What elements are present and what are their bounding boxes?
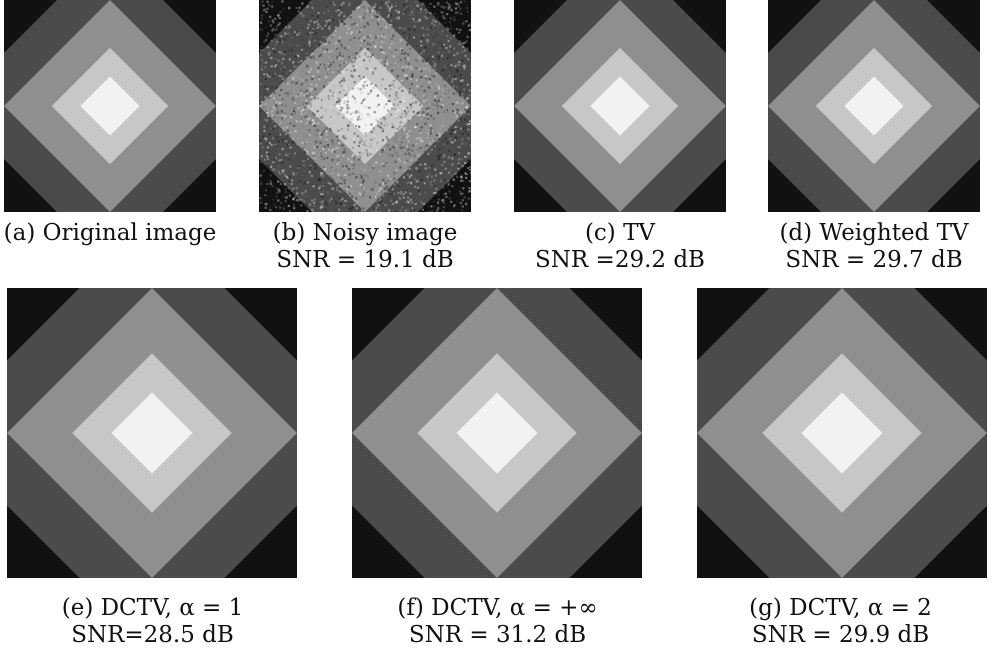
caption-label: (c) TV	[584, 220, 656, 246]
caption-label: (d) Weighted TV	[779, 220, 969, 246]
nested-diamonds-image	[352, 288, 642, 578]
caption-label: (f) DCTV, α = +∞	[397, 595, 598, 621]
caption-label: (a) Original image	[3, 220, 217, 246]
nested-diamonds-image	[4, 0, 216, 212]
nested-diamonds-image	[768, 0, 980, 212]
panel-g-caption: (g) DCTV, α = 2 SNR = 29.9 dB	[688, 595, 993, 649]
panel-c-caption: (c) TV SNR =29.2 dB	[505, 220, 735, 274]
caption-label: (g) DCTV, α = 2	[749, 595, 932, 621]
panel-f-image	[352, 288, 642, 578]
panel-f-caption: (f) DCTV, α = +∞ SNR = 31.2 dB	[345, 595, 650, 649]
panel-c-image	[514, 0, 726, 212]
panel-b-caption: (b) Noisy image SNR = 19.1 dB	[250, 220, 480, 274]
panel-a-caption: (a) Original image	[0, 220, 220, 247]
diamond-center	[801, 392, 883, 474]
diamond-center	[335, 76, 395, 136]
snr-label: SNR = 31.2 dB	[408, 622, 587, 648]
panel-a-image	[4, 0, 216, 212]
panel-e-image	[7, 288, 297, 578]
diamond-center	[111, 392, 193, 474]
snr-label: SNR = 29.7 dB	[785, 247, 963, 273]
nested-diamonds-image	[259, 0, 471, 212]
diamond-center	[80, 76, 140, 136]
diamond-center	[590, 76, 650, 136]
panel-d-image	[768, 0, 980, 212]
panel-b-image	[259, 0, 471, 212]
panel-g-image	[697, 288, 987, 578]
nested-diamonds-image	[697, 288, 987, 578]
snr-label: SNR = 19.1 dB	[276, 247, 454, 273]
nested-diamonds-image	[514, 0, 726, 212]
diamond-center	[456, 392, 538, 474]
snr-label: SNR =29.2 dB	[535, 247, 705, 273]
panel-d-caption: (d) Weighted TV SNR = 29.7 dB	[758, 220, 990, 274]
noise-layer	[259, 0, 471, 212]
panel-e-caption: (e) DCTV, α = 1 SNR=28.5 dB	[0, 595, 305, 649]
caption-label: (e) DCTV, α = 1	[61, 595, 244, 621]
snr-label: SNR=28.5 dB	[71, 622, 234, 648]
caption-label: (b) Noisy image	[272, 220, 458, 246]
snr-label: SNR = 29.9 dB	[751, 622, 930, 648]
nested-diamonds-image	[7, 288, 297, 578]
diamond-center	[844, 76, 904, 136]
